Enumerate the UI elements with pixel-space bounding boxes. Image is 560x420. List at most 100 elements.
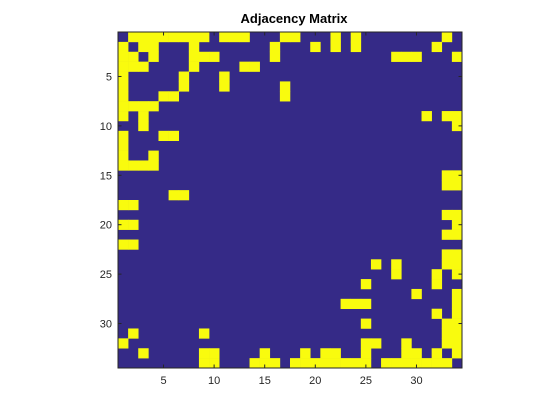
- matrix-cell: [158, 91, 169, 102]
- matrix-cell: [401, 51, 412, 62]
- matrix-cell: [411, 358, 422, 369]
- matrix-cell: [290, 358, 301, 369]
- matrix-cell: [411, 51, 422, 62]
- matrix-cell: [451, 51, 463, 62]
- matrix-cell: [209, 348, 220, 359]
- matrix-cell: [118, 71, 129, 82]
- matrix-cell: [118, 81, 129, 92]
- matrix-cell: [178, 81, 190, 92]
- matrix-cell: [118, 140, 129, 151]
- matrix-cell: [128, 61, 139, 72]
- matrix-cell: [360, 348, 372, 359]
- matrix-cell: [188, 32, 200, 43]
- matrix-cell: [431, 308, 443, 319]
- x-tick-label: 5: [160, 375, 166, 387]
- matrix-cell: [451, 308, 463, 319]
- matrix-cell: [259, 348, 271, 359]
- matrix-cell: [138, 41, 149, 53]
- matrix-cell: [128, 101, 139, 112]
- matrix-cell: [441, 229, 453, 240]
- matrix-cell: [360, 358, 372, 369]
- matrix-cell: [330, 358, 341, 369]
- matrix-cell: [441, 338, 453, 349]
- matrix-cell: [188, 51, 200, 62]
- matrix-cell: [350, 32, 362, 43]
- matrix-cell: [128, 239, 139, 250]
- matrix-cell: [118, 239, 129, 250]
- matrix-cell: [391, 51, 402, 62]
- matrix-cell: [391, 358, 402, 369]
- matrix-cell: [279, 32, 291, 43]
- matrix-cell: [451, 288, 463, 300]
- matrix-cell: [138, 101, 149, 112]
- matrix-cell: [118, 150, 129, 161]
- matrix-cell: [441, 249, 453, 260]
- matrix-cell: [128, 219, 139, 230]
- y-tick-label: 30: [100, 319, 112, 331]
- matrix-cell: [118, 130, 129, 141]
- matrix-cell: [158, 32, 169, 43]
- y-tick-label: 25: [100, 269, 112, 281]
- matrix-cell: [360, 279, 372, 290]
- matrix-cell: [168, 130, 180, 141]
- matrix-cell: [431, 279, 443, 290]
- y-tick-label: 15: [100, 170, 112, 182]
- matrix-cell: [451, 219, 463, 230]
- matrix-cell: [209, 358, 220, 369]
- matrix-cell: [310, 41, 321, 53]
- matrix-cell: [431, 348, 443, 359]
- matrix-cell: [441, 180, 453, 191]
- matrix-cell: [391, 269, 402, 280]
- matrix-cell: [118, 41, 129, 53]
- matrix-cell: [148, 160, 159, 171]
- matrix-cell: [138, 111, 149, 122]
- matrix-cell: [451, 269, 463, 280]
- matrix-cell: [401, 358, 412, 369]
- matrix-cell: [118, 111, 129, 122]
- matrix-cell: [239, 61, 250, 72]
- matrix-cell: [421, 358, 432, 369]
- matrix-cell: [118, 219, 129, 230]
- x-axis: 5 10 15 20 25 30: [160, 32, 423, 387]
- matrix-cell: [219, 71, 230, 82]
- matrix-cell: [431, 269, 443, 280]
- matrix-cell: [118, 91, 129, 102]
- matrix-cell: [148, 41, 159, 53]
- matrix-cell: [178, 71, 190, 82]
- matrix-cell: [279, 81, 291, 92]
- matrix-cell: [279, 91, 291, 102]
- matrix-cell: [441, 328, 453, 339]
- matrix-cell: [138, 32, 149, 43]
- chart-title: Adjacency Matrix: [241, 11, 349, 26]
- x-tick-label: 25: [360, 375, 372, 387]
- matrix-cell: [168, 91, 180, 102]
- matrix-cell: [451, 229, 463, 240]
- matrix-cell: [330, 32, 341, 43]
- matrix-cell: [441, 32, 453, 43]
- y-tick-label: 5: [106, 71, 112, 83]
- y-axis: 5 10 15 20 25 30: [100, 71, 462, 331]
- x-tick-label: 20: [309, 375, 321, 387]
- matrix-cell: [198, 328, 210, 339]
- matrix-cell: [381, 358, 392, 369]
- matrix-cell: [350, 298, 362, 309]
- matrix-cell: [148, 150, 159, 161]
- matrix-cell: [209, 51, 220, 62]
- matrix-cell: [118, 160, 129, 171]
- matrix-cell: [451, 180, 463, 191]
- matrix-cell: [411, 348, 422, 359]
- matrix-cell: [269, 41, 281, 53]
- matrix-cell: [128, 200, 139, 211]
- matrix-cell: [340, 298, 352, 309]
- matrix-cell: [370, 338, 382, 349]
- matrix-cell: [330, 348, 341, 359]
- matrix-cell: [249, 61, 260, 72]
- matrix-cell: [178, 32, 190, 43]
- matrix-cell: [148, 101, 159, 112]
- matrix-cell: [229, 32, 240, 43]
- matrix-cell: [451, 120, 463, 132]
- matrix-cell: [239, 32, 250, 43]
- matrix-cell: [411, 288, 422, 300]
